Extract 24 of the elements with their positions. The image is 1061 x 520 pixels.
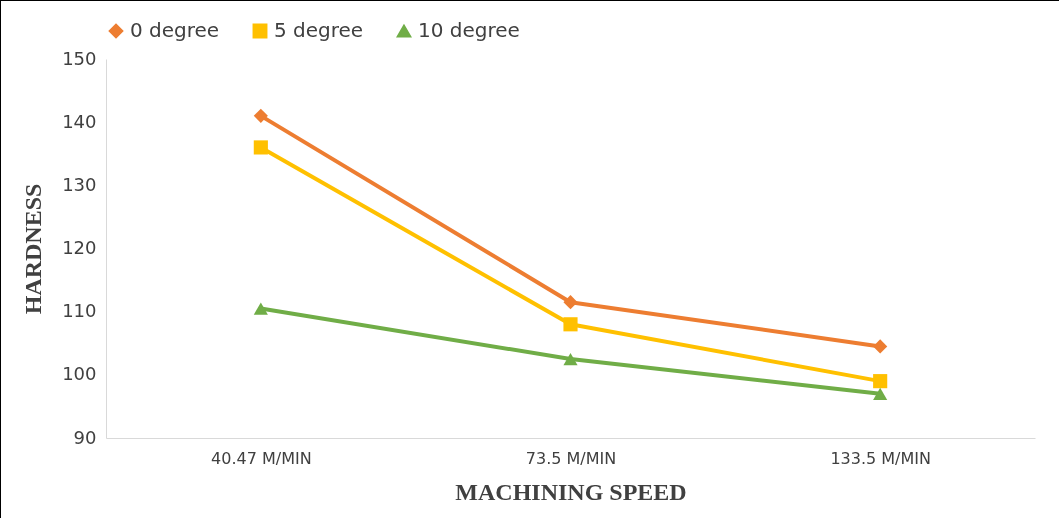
x-axis-title: MACHINING SPEED [455, 478, 687, 505]
legend-label: 10 degree [418, 18, 520, 42]
y-tick-label: 130 [62, 173, 97, 195]
y-tick-label: 120 [62, 237, 97, 258]
point [873, 387, 888, 400]
y-tick-label: 140 [62, 110, 97, 132]
point [253, 140, 268, 155]
legend-label: 5 degree [274, 18, 364, 42]
y-tick-label: 110 [62, 300, 97, 322]
y-tick-label: 150 [62, 47, 97, 69]
point [253, 302, 268, 315]
point [253, 108, 268, 123]
point [563, 295, 578, 310]
point [873, 339, 888, 354]
point [563, 352, 578, 366]
point [873, 374, 888, 389]
point [563, 317, 578, 332]
legend-label: 0 degree [130, 18, 220, 42]
x-tick-label: 73.5 M/MIN [525, 448, 617, 468]
y-tick-label: 100 [62, 363, 97, 385]
x-tick-label: 133.5 M/MIN [830, 448, 931, 468]
x-tick-label: 40.47 M/MIN [211, 448, 312, 468]
y-tick-label: 90 [73, 426, 97, 448]
y-axis-title: HARDNESS [20, 183, 47, 315]
